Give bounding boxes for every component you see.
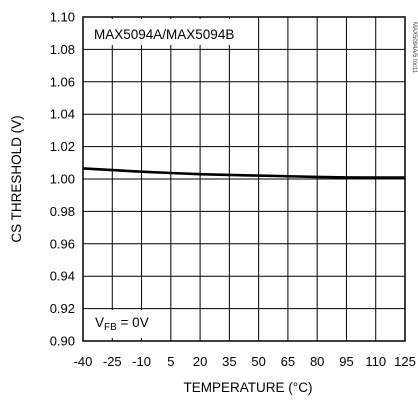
annotation-subscript: FB (104, 322, 117, 333)
chart-title: MAX5094A/MAX5094B (94, 27, 234, 42)
y-tick-label: 1.10 (50, 10, 75, 25)
x-tick-label: 80 (310, 354, 324, 369)
x-tick-label: 5 (167, 354, 174, 369)
series-layer (82, 167, 405, 179)
x-axis-title: TEMPERATURE (°C) (184, 380, 313, 395)
y-tick-label: 0.96 (50, 236, 75, 251)
x-tick-labels: -40 -25 -10 5 20 35 50 65 80 95 110 125 (74, 354, 416, 369)
x-tick-label: 110 (365, 354, 386, 369)
annotation-tail: = 0V (117, 315, 149, 330)
y-axis-title: CS THRESHOLD (V) (9, 115, 24, 242)
y-tick-label: 0.98 (50, 204, 75, 219)
y-tick-label: 1.02 (50, 139, 75, 154)
grid (82, 16, 406, 342)
y-tick-label: 1.00 (50, 172, 75, 187)
y-tick-label: 0.94 (50, 269, 75, 284)
y-tick-label: 0.92 (50, 301, 75, 316)
y-tick-label: 1.04 (50, 107, 75, 122)
x-tick-label: 35 (222, 354, 236, 369)
figure-id-label: MAX5094A/5 toc11 (411, 22, 417, 74)
x-tick-label: 50 (251, 354, 265, 369)
x-tick-label: 65 (281, 354, 295, 369)
x-tick-label: -10 (132, 354, 151, 369)
y-tick-labels: 0.90 0.92 0.94 0.96 0.98 1.00 1.02 1.04 1.06 1.08… (50, 10, 75, 349)
series-line (82, 167, 405, 179)
annotation-background (91, 310, 153, 338)
x-tick-label: 95 (339, 354, 353, 369)
y-tick-label: 1.08 (50, 42, 75, 57)
title-background (91, 19, 238, 45)
y-tick-label: 1.06 (50, 74, 75, 89)
annotation-main: V (95, 315, 104, 330)
vfb-annotation: VFB = 0V (95, 315, 149, 333)
x-tick-label: 125 (394, 354, 416, 369)
x-tick-label: 20 (193, 354, 207, 369)
plot-frame (82, 16, 406, 342)
x-tick-label: -40 (74, 354, 93, 369)
y-tick-label: 0.90 (50, 334, 75, 349)
x-tick-label: -25 (103, 354, 122, 369)
